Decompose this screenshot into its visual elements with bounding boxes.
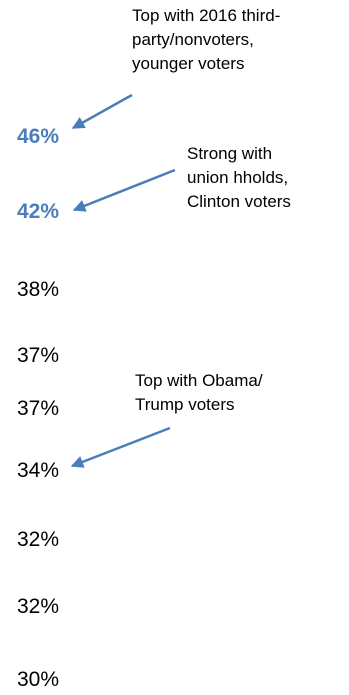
value-label-8: 32% [17, 595, 59, 618]
value-column: 46% 42% 38% 37% 37% 34% 32% 32% 30% [17, 125, 59, 691]
value-label-4: 37% [17, 344, 59, 367]
annotation-1: Top with 2016 third-party/nonvoters, youn… [132, 6, 280, 73]
annotation-2-line-2: union hholds, [187, 168, 288, 187]
annotation-2: Strong with union hholds, Clinton voters [187, 144, 291, 211]
annotation-1-line-3: younger voters [132, 54, 244, 73]
annotation-arrows [70, 93, 176, 468]
value-label-5: 37% [17, 397, 59, 420]
annotation-arrow-3 [70, 426, 171, 468]
value-label-2: 42% [17, 200, 59, 223]
annotations: Top with 2016 third-party/nonvoters, youn… [132, 6, 291, 414]
annotation-3-line-2: Trump voters [135, 395, 235, 414]
annotation-2-line-3: Clinton voters [187, 192, 291, 211]
value-label-6: 34% [17, 459, 59, 482]
annotation-2-line-1: Strong with [187, 144, 272, 163]
value-label-1: 46% [17, 125, 59, 148]
annotation-arrow-2 [72, 168, 176, 212]
annotation-arrow-1 [71, 93, 133, 130]
value-label-9: 30% [17, 668, 59, 691]
annotation-1-line-1: Top with 2016 third- [132, 6, 280, 25]
annotation-1-line-2: party/nonvoters, [132, 30, 254, 49]
annotation-3-line-1: Top with Obama/ [135, 371, 263, 390]
annotation-3: Top with Obama/Trump voters [135, 371, 263, 414]
value-label-7: 32% [17, 528, 59, 551]
value-label-3: 38% [17, 278, 59, 301]
